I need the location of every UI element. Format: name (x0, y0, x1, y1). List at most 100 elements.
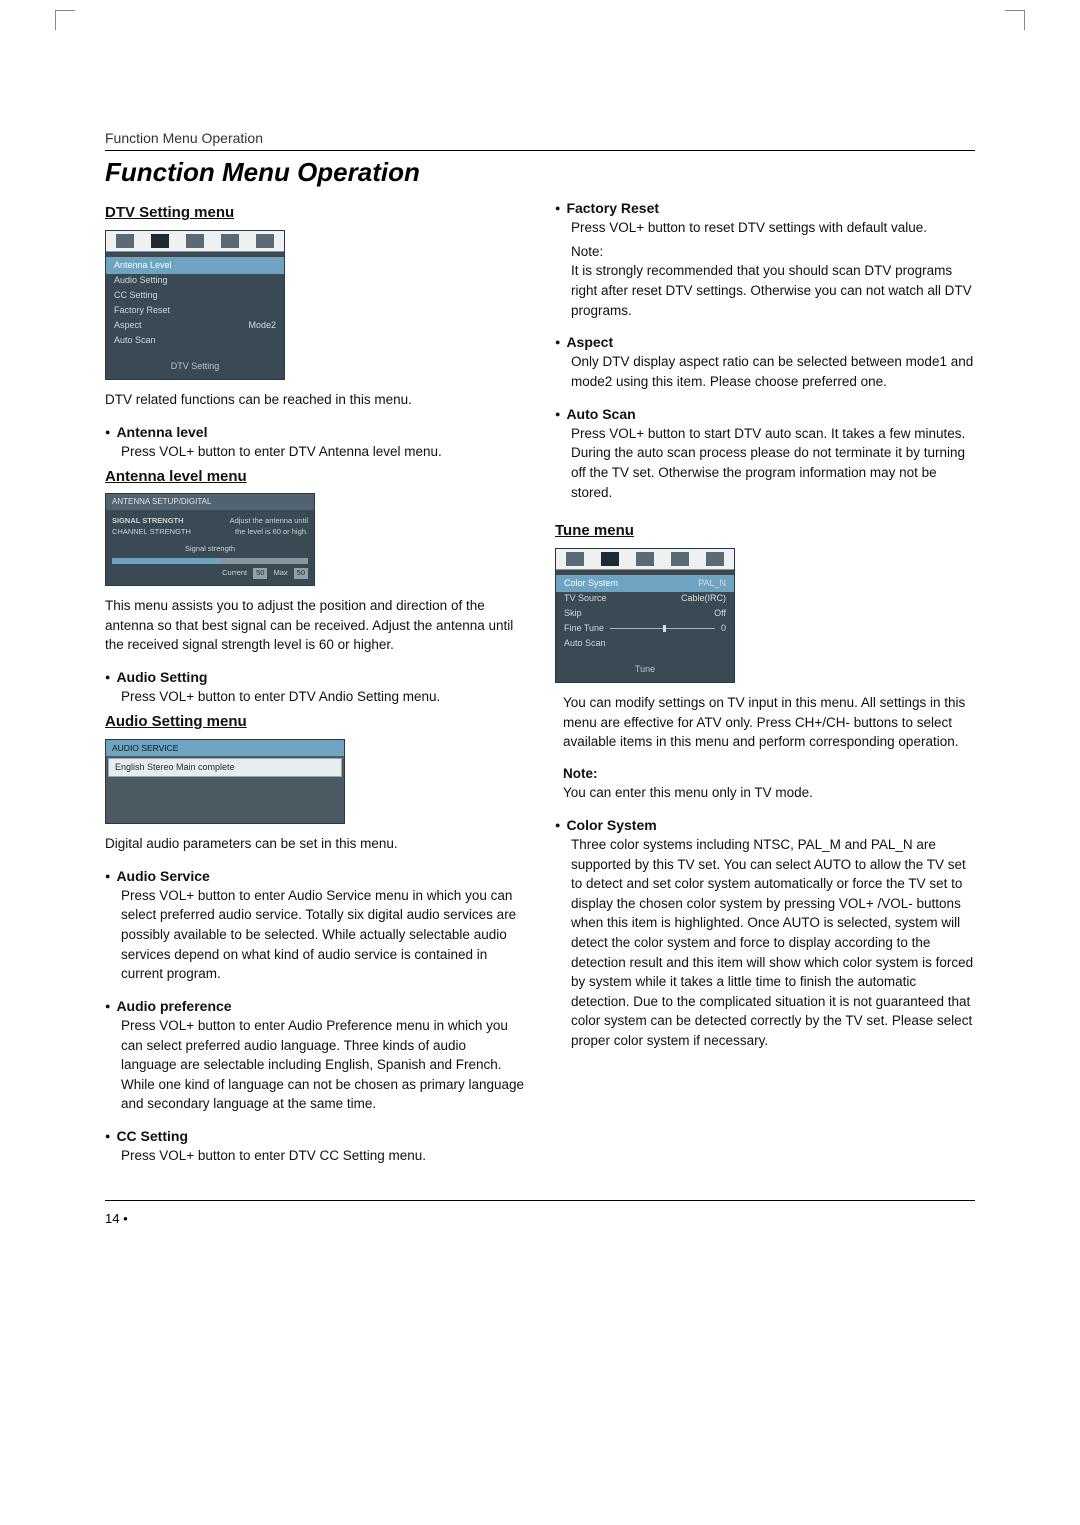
autoscan-head: Auto Scan (555, 404, 975, 424)
tune-body: You can modify settings on TV input in t… (563, 693, 975, 752)
osd-body: Antenna Level Audio Setting CC Setting F… (106, 252, 284, 356)
signal-row-label: CHANNEL STRENGTH (112, 527, 191, 538)
signal-numbers: Current 50 Max 50 (112, 568, 308, 579)
osd-tab-icons (106, 231, 284, 252)
color-system-head: Color System (555, 815, 975, 835)
osd-item-label: Aspect (114, 319, 142, 332)
osd-title-bar: ANTENNA SETUP/DIGITAL (106, 494, 314, 510)
running-head: Function Menu Operation (105, 130, 975, 146)
osd-tab-icon (706, 552, 724, 566)
osd-item-value: PAL_N (698, 577, 726, 590)
two-columns: DTV Setting menu Antenna Level Audio Set… (105, 198, 975, 1170)
dtv-osd-screenshot: Antenna Level Audio Setting CC Setting F… (105, 230, 285, 380)
osd-item-label: Auto Scan (564, 637, 606, 650)
osd-item-label: Fine Tune (564, 622, 604, 635)
signal-row-label: SIGNAL STRENGTH (112, 516, 184, 527)
right-column: Factory Reset Press VOL+ button to reset… (555, 198, 975, 1170)
slider-knob (663, 625, 666, 632)
audio-pref-body: Press VOL+ button to enter Audio Prefere… (121, 1016, 525, 1114)
osd-tab-icon (116, 234, 134, 248)
osd-row-slider: Fine Tune 0 (564, 621, 726, 636)
autoscan-body: Press VOL+ button to start DTV auto scan… (571, 424, 975, 502)
signal-bar (112, 558, 308, 564)
osd-footer: Tune (556, 659, 734, 682)
factory-note-label: Note: (571, 242, 975, 262)
osd-row: Antenna Level (106, 257, 284, 274)
signal-osd-screenshot: ANTENNA SETUP/DIGITAL SIGNAL STRENGTH Ad… (105, 493, 315, 586)
osd-tab-icon (566, 552, 584, 566)
audio-menu-heading: Audio Setting menu (105, 711, 525, 733)
factory-note-body: It is strongly recommended that you shou… (571, 261, 975, 320)
audio-osd-screenshot: AUDIO SERVICE English Stereo Main comple… (105, 739, 345, 824)
antenna-level-body: Press VOL+ button to enter DTV Antenna l… (121, 442, 525, 462)
osd-row: Factory Reset (114, 303, 276, 318)
osd-item-label: Skip (564, 607, 582, 620)
osd-item-label: Audio Setting (114, 274, 168, 287)
osd-item-label: Factory Reset (114, 304, 170, 317)
tune-osd-screenshot: Color System PAL_N TV Source Cable(IRC) Sk… (555, 548, 735, 683)
current-label: Current (222, 568, 247, 579)
antenna-menu-heading: Antenna level menu (105, 466, 525, 488)
fine-tune-slider (610, 628, 715, 629)
page-number-bullet: • (119, 1211, 127, 1226)
aspect-body: Only DTV display aspect ratio can be sel… (571, 352, 975, 391)
osd-row: Aspect Mode2 (114, 318, 276, 333)
audio-service-head: Audio Service (105, 866, 525, 886)
osd-row: Audio Setting (114, 273, 276, 288)
cc-setting-body: Press VOL+ button to enter DTV CC Settin… (121, 1146, 525, 1166)
osd-title: ANTENNA SETUP/DIGITAL (112, 496, 211, 508)
audio-service-body: Press VOL+ button to enter Audio Service… (121, 886, 525, 984)
signal-row-right: the level is 60 or high. (235, 527, 308, 538)
crop-mark-tl (55, 10, 75, 30)
osd-tab-icons (556, 549, 734, 570)
page-number: 14 • (105, 1211, 975, 1226)
audio-setting-head: Audio Setting (105, 667, 525, 687)
osd-body: Color System PAL_N TV Source Cable(IRC) Sk… (556, 570, 734, 659)
osd-item-label: Color System (564, 577, 618, 590)
aspect-head: Aspect (555, 332, 975, 352)
osd-item-value: 0 (721, 622, 726, 635)
antenna-level-head: Antenna level (105, 422, 525, 442)
signal-bar-fill (112, 558, 220, 564)
audio-pref-head: Audio preference (105, 996, 525, 1016)
rule-bottom (105, 1200, 975, 1201)
page-content: Function Menu Operation Function Menu Op… (105, 130, 975, 1226)
audio-service-row: English Stereo Main complete (108, 758, 342, 777)
osd-tab-icon (221, 234, 239, 248)
audio-osd-title: AUDIO SERVICE (106, 740, 344, 756)
color-system-body: Three color systems including NTSC, PAL_… (571, 835, 975, 1050)
osd-tab-icon (186, 234, 204, 248)
antenna-menu-body: This menu assists you to adjust the posi… (105, 596, 525, 655)
audio-osd-blank (106, 779, 344, 823)
audio-setting-body: Press VOL+ button to enter DTV Andio Set… (121, 687, 525, 707)
osd-row: CC Setting (114, 288, 276, 303)
osd-item-value: Off (714, 607, 726, 620)
crop-mark-tr (1005, 10, 1025, 30)
osd-item-value: Cable(IRC) (681, 592, 726, 605)
page-number-value: 14 (105, 1211, 119, 1226)
tune-note-head: Note: (563, 764, 975, 784)
main-title: Function Menu Operation (105, 157, 975, 188)
osd-footer: DTV Setting (106, 356, 284, 379)
current-value: 50 (253, 568, 267, 579)
dtv-setting-heading: DTV Setting menu (105, 202, 525, 224)
rule-top (105, 150, 975, 151)
osd-tab-icon (601, 552, 619, 566)
osd-row: Auto Scan (114, 333, 276, 348)
osd-item-value: Mode2 (248, 319, 276, 332)
osd-row: TV Source Cable(IRC) (564, 591, 726, 606)
max-label: Max (273, 568, 287, 579)
osd-tab-icon (671, 552, 689, 566)
osd-item-label: Antenna Level (114, 259, 172, 272)
signal-row-right: Adjust the antenna until (230, 516, 308, 527)
signal-bar-label: Signal strength (112, 544, 308, 555)
signal-body: SIGNAL STRENGTH Adjust the antenna until… (106, 510, 314, 586)
left-column: DTV Setting menu Antenna Level Audio Set… (105, 198, 525, 1170)
osd-row: Color System PAL_N (556, 575, 734, 592)
osd-row: Skip Off (564, 606, 726, 621)
factory-reset-head: Factory Reset (555, 198, 975, 218)
osd-tab-icon (256, 234, 274, 248)
tune-note-body: You can enter this menu only in TV mode. (563, 783, 975, 803)
osd-item-label: TV Source (564, 592, 607, 605)
osd-tab-icon (151, 234, 169, 248)
